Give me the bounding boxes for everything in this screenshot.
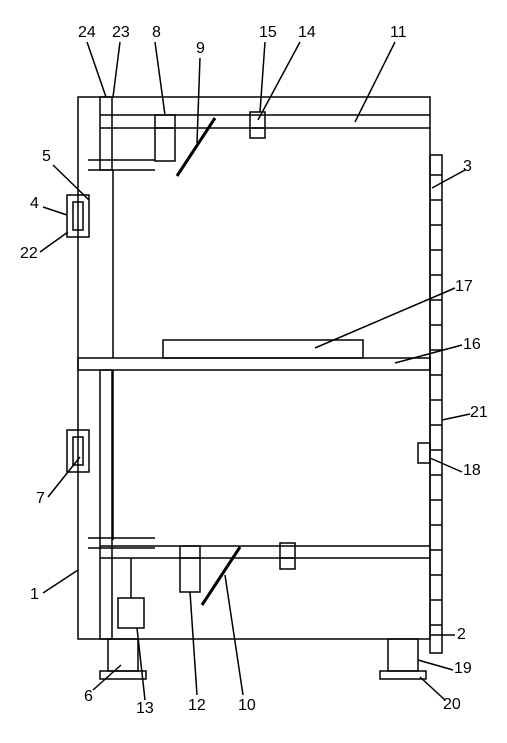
right-element-18 xyxy=(418,443,430,463)
label-11: 11 xyxy=(390,24,407,42)
label-8: 8 xyxy=(152,24,161,42)
label-15: 15 xyxy=(259,24,277,42)
label-5: 5 xyxy=(42,148,51,166)
label-23: 23 xyxy=(112,24,130,42)
label-13: 13 xyxy=(136,700,154,718)
diagram-svg xyxy=(0,0,507,743)
label-10: 10 xyxy=(238,697,256,715)
label-3: 3 xyxy=(463,158,472,176)
upper-left-post xyxy=(100,97,112,170)
label-7: 7 xyxy=(36,490,45,508)
lower-left-post xyxy=(100,370,112,639)
label-16: 16 xyxy=(463,336,481,354)
label-1: 1 xyxy=(30,586,39,604)
right-foot-base xyxy=(380,671,426,679)
label-19: 19 xyxy=(454,660,472,678)
label-20: 20 xyxy=(443,696,461,714)
lower-bracket xyxy=(280,543,295,569)
platform xyxy=(163,340,363,358)
label-21: 21 xyxy=(470,404,488,422)
upper-bracket xyxy=(250,112,265,138)
label-18: 18 xyxy=(463,462,481,480)
label-17: 17 xyxy=(455,278,473,296)
label-22: 22 xyxy=(20,245,38,263)
label-9: 9 xyxy=(196,40,205,58)
label-2: 2 xyxy=(457,626,466,644)
label-6: 6 xyxy=(84,688,93,706)
lower-rod xyxy=(202,547,240,605)
middle-shelf xyxy=(78,358,430,370)
left-foot xyxy=(108,639,138,671)
label-4: 4 xyxy=(30,195,39,213)
upper-box-8 xyxy=(155,115,175,161)
label-24: 24 xyxy=(78,24,96,42)
label-12: 12 xyxy=(188,697,206,715)
label-14: 14 xyxy=(298,24,316,42)
lower-box-12 xyxy=(180,546,200,592)
upper-rod xyxy=(177,118,215,176)
right-foot xyxy=(388,639,418,671)
lower-box-13 xyxy=(118,598,144,628)
right-side-panel xyxy=(430,155,442,653)
